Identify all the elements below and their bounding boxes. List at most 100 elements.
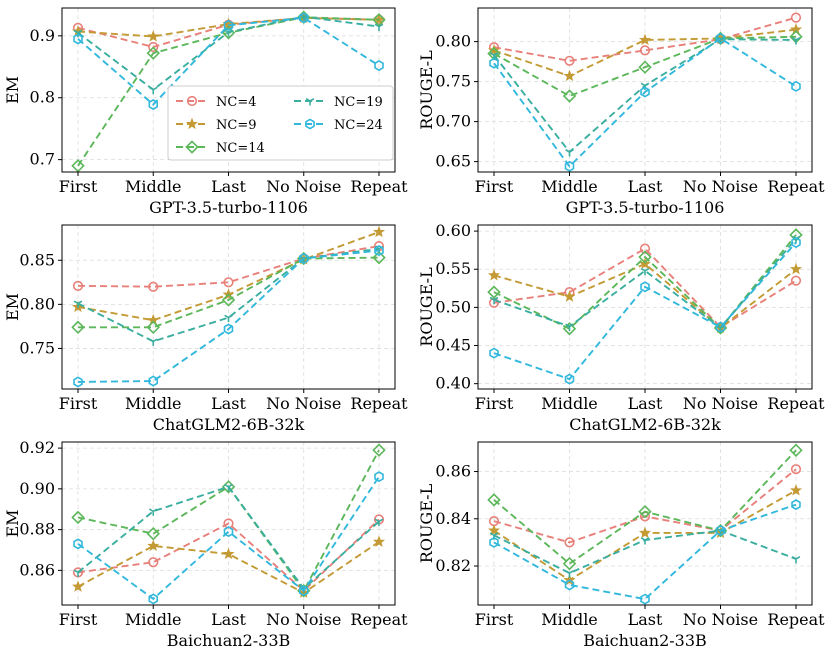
chart-panel: First Middle Last No Noise Repeat 0.82 0.84 0.8… xyxy=(417,441,825,650)
x-axis-title: Baichuan2-33B xyxy=(583,631,707,650)
data-point xyxy=(71,159,85,173)
data-point xyxy=(564,537,575,548)
x-tick-label: Middle xyxy=(125,610,182,629)
data-point xyxy=(374,518,384,526)
y-tick-label: 0.40 xyxy=(435,374,471,393)
data-point xyxy=(223,323,234,335)
chart-panel: First Middle Last No Noise Repeat 0.7 0.8 0.9 GP… xyxy=(3,7,408,217)
y-axis-title: ROUGE-L xyxy=(417,50,436,130)
series-line xyxy=(493,35,797,98)
data-point xyxy=(790,464,802,475)
data-point xyxy=(489,536,499,548)
data-point xyxy=(487,44,501,56)
data-point xyxy=(298,252,309,265)
data-point xyxy=(148,86,158,95)
x-tick-label: No Noise xyxy=(266,177,341,196)
legend-marker xyxy=(305,118,315,130)
data-point xyxy=(72,280,84,291)
y-tick-label: 0.80 xyxy=(435,32,471,51)
data-point xyxy=(487,285,501,299)
chart-panel: First Middle Last No Noise Repeat 0.40 0.45 0.5… xyxy=(417,221,825,434)
x-tick-label: Last xyxy=(628,610,663,629)
x-tick-label: Middle xyxy=(125,177,182,196)
x-axis-title: ChatGLM2-6B-32k xyxy=(153,415,305,434)
x-tick-label: Last xyxy=(628,394,663,413)
legend-label: NC=14 xyxy=(216,141,265,156)
data-point xyxy=(148,41,159,53)
y-tick-label: 0.70 xyxy=(435,112,471,131)
data-point xyxy=(374,23,384,32)
series-line xyxy=(77,16,380,106)
data-point xyxy=(224,314,233,323)
y-axis-title: ROUGE-L xyxy=(417,483,436,563)
x-tick-label: Repeat xyxy=(350,394,408,413)
y-tick-label: 0.75 xyxy=(19,338,55,357)
x-tick-label: No Noise xyxy=(266,394,341,413)
data-point xyxy=(564,160,575,172)
x-tick-label: No Noise xyxy=(266,610,341,629)
data-point xyxy=(372,13,386,27)
series-line xyxy=(493,449,797,565)
y-axis-title: EM xyxy=(3,509,22,537)
data-point xyxy=(790,275,802,286)
data-point xyxy=(565,149,574,157)
data-point xyxy=(563,290,576,302)
data-point xyxy=(71,320,85,335)
data-point xyxy=(715,32,726,44)
data-point xyxy=(715,525,726,537)
series-line xyxy=(493,37,797,168)
data-point xyxy=(147,30,160,42)
data-point xyxy=(640,86,650,98)
data-point xyxy=(372,535,386,547)
legend-marker xyxy=(186,95,198,107)
series-line xyxy=(493,247,797,329)
series-line xyxy=(77,16,380,38)
data-point xyxy=(372,250,386,265)
x-tick-label: Last xyxy=(628,177,663,196)
legend-marker xyxy=(185,117,199,130)
data-point xyxy=(148,281,159,292)
data-point xyxy=(639,243,651,254)
y-tick-label: 0.65 xyxy=(435,152,471,171)
data-point xyxy=(148,557,159,568)
y-tick-label: 0.7 xyxy=(30,150,55,169)
chart-panel: First Middle Last No Noise Repeat 0.75 0.80 0.8… xyxy=(3,224,408,434)
x-tick-label: Repeat xyxy=(350,610,408,629)
data-point xyxy=(562,89,577,103)
data-point xyxy=(640,593,650,605)
data-point xyxy=(487,269,501,281)
data-point xyxy=(298,12,309,24)
data-point xyxy=(148,338,158,346)
x-tick-label: First xyxy=(475,610,514,629)
legend-label: NC=19 xyxy=(334,95,383,110)
x-tick-label: Middle xyxy=(541,177,598,196)
y-axis-title: EM xyxy=(3,293,22,321)
data-point xyxy=(146,46,160,60)
x-tick-label: No Noise xyxy=(683,610,758,629)
x-tick-label: Repeat xyxy=(767,394,825,413)
y-tick-label: 0.88 xyxy=(19,520,55,539)
legend-label: NC=24 xyxy=(334,118,383,133)
data-point xyxy=(146,320,160,335)
series-line xyxy=(77,518,380,593)
x-tick-label: Middle xyxy=(125,394,182,413)
chart-panel: First Middle Last No Noise Repeat 0.86 0.88 0.9… xyxy=(3,438,408,650)
data-point xyxy=(640,281,650,293)
data-point xyxy=(73,538,83,550)
x-tick-label: First xyxy=(59,610,98,629)
y-tick-label: 0.92 xyxy=(19,438,55,457)
y-tick-label: 0.8 xyxy=(30,88,55,107)
y-tick-label: 0.84 xyxy=(435,509,471,528)
series-line xyxy=(77,247,380,343)
data-point xyxy=(791,80,801,92)
data-point xyxy=(638,526,652,539)
data-point xyxy=(562,556,577,571)
x-tick-label: First xyxy=(59,177,98,196)
y-axis-title: ROUGE-L xyxy=(417,267,436,347)
legend-label: NC=4 xyxy=(216,95,257,110)
data-point xyxy=(372,225,386,238)
data-point xyxy=(298,585,309,597)
data-point xyxy=(73,376,83,388)
data-point xyxy=(489,57,499,69)
